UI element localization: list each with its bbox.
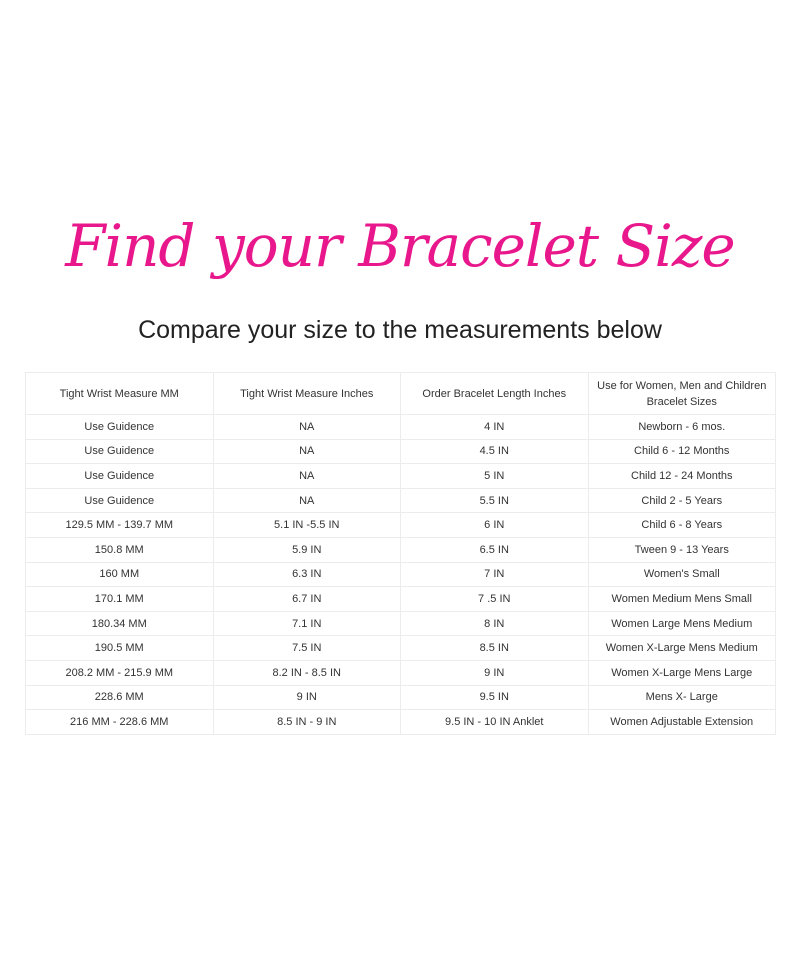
table-cell: 150.8 MM bbox=[25, 536, 214, 563]
table-cell: 190.5 MM bbox=[25, 635, 214, 661]
table-row: 150.8 MM 5.9 IN 6.5 IN Tween 9 - 13 Years bbox=[25, 536, 776, 563]
table-cell: Newborn - 6 mos. bbox=[587, 414, 776, 440]
column-header: Order Bracelet Length Inches bbox=[400, 372, 589, 415]
table-cell: Women Large Mens Medium bbox=[587, 610, 776, 637]
table-row: 160 MM 6.3 IN 7 IN Women's Small bbox=[25, 561, 776, 588]
table-cell: 5.9 IN bbox=[212, 536, 401, 563]
table-cell: 129.5 MM - 139.7 MM bbox=[25, 512, 214, 538]
table-cell: Women X-Large Mens Large bbox=[587, 659, 776, 686]
table-cell: Mens X- Large bbox=[587, 684, 776, 711]
table-cell: 7.5 IN bbox=[212, 635, 401, 661]
table-cell: Women Adjustable Extension bbox=[587, 709, 776, 735]
table-cell: 9.5 IN bbox=[400, 684, 589, 711]
table-cell: Use Guidence bbox=[25, 487, 214, 514]
table-cell: 6.7 IN bbox=[212, 586, 401, 612]
column-header: Tight Wrist Measure MM bbox=[25, 372, 214, 415]
table-cell: 8.5 IN bbox=[400, 635, 589, 661]
table-cell: NA bbox=[212, 414, 401, 440]
table-cell: 5.5 IN bbox=[400, 487, 589, 514]
table-cell: 9 IN bbox=[212, 684, 401, 711]
page-subtitle: Compare your size to the measurements be… bbox=[138, 316, 662, 344]
table-row: 190.5 MM 7.5 IN 8.5 IN Women X-Large Mens M… bbox=[25, 635, 776, 661]
table-cell: NA bbox=[212, 438, 401, 465]
table-row: 180.34 MM 7.1 IN 8 IN Women Large Mens Medi… bbox=[25, 610, 776, 637]
table-cell: 6.5 IN bbox=[400, 536, 589, 563]
table-row: Use Guidence NA 4.5 IN Child 6 - 12 Months bbox=[25, 438, 776, 465]
column-header: Tight Wrist Measure Inches bbox=[212, 372, 401, 415]
table-cell: Use Guidence bbox=[25, 463, 214, 489]
table-cell: Child 6 - 12 Months bbox=[587, 438, 776, 465]
table-cell: 8.2 IN - 8.5 IN bbox=[212, 659, 401, 686]
table-row: 170.1 MM 6.7 IN 7 .5 IN Women Medium Mens S… bbox=[25, 586, 776, 612]
table-cell: 180.34 MM bbox=[25, 610, 214, 637]
table-cell: 228.6 MM bbox=[25, 684, 214, 711]
table-cell: Women X-Large Mens Medium bbox=[587, 635, 776, 661]
table-row: 129.5 MM - 139.7 MM 5.1 IN -5.5 IN 6 IN Chi… bbox=[25, 512, 776, 538]
table-cell: 208.2 MM - 215.9 MM bbox=[25, 659, 214, 686]
table-cell: 6.3 IN bbox=[212, 561, 401, 588]
table-row: Use Guidence NA 5 IN Child 12 - 24 Months bbox=[25, 463, 776, 489]
table-row: Use Guidence NA 5.5 IN Child 2 - 5 Years bbox=[25, 487, 776, 514]
table-cell: 8.5 IN - 9 IN bbox=[212, 709, 401, 735]
page-title: Find your Bracelet Size bbox=[65, 212, 735, 280]
table-row: Use Guidence NA 4 IN Newborn - 6 mos. bbox=[25, 414, 776, 440]
table-cell: NA bbox=[212, 463, 401, 489]
table-cell: 160 MM bbox=[25, 561, 214, 588]
table-cell: Child 2 - 5 Years bbox=[587, 487, 776, 514]
table-cell: 7 .5 IN bbox=[400, 586, 589, 612]
table-cell: 4 IN bbox=[400, 414, 589, 440]
table-row: 216 MM - 228.6 MM 8.5 IN - 9 IN 9.5 IN - 1… bbox=[25, 709, 776, 735]
table-cell: Women's Small bbox=[587, 561, 776, 588]
table-header-row: Tight Wrist Measure MM Tight Wrist Measur… bbox=[25, 372, 776, 415]
table-row: 228.6 MM 9 IN 9.5 IN Mens X- Large bbox=[25, 684, 776, 711]
table-cell: 170.1 MM bbox=[25, 586, 214, 612]
table-cell: NA bbox=[212, 487, 401, 514]
table-cell: 4.5 IN bbox=[400, 438, 589, 465]
table-cell: 9.5 IN - 10 IN Anklet bbox=[400, 709, 589, 735]
table-cell: 5.1 IN -5.5 IN bbox=[212, 512, 401, 538]
column-header: Use for Women, Men and Children Bracelet… bbox=[587, 372, 776, 415]
table-cell: 6 IN bbox=[400, 512, 589, 538]
table-row: 208.2 MM - 215.9 MM 8.2 IN - 8.5 IN 9 IN Wo… bbox=[25, 659, 776, 686]
table-cell: 216 MM - 228.6 MM bbox=[25, 709, 214, 735]
table-cell: 5 IN bbox=[400, 463, 589, 489]
table-cell: 8 IN bbox=[400, 610, 589, 637]
table-cell: 7.1 IN bbox=[212, 610, 401, 637]
table-cell: Use Guidence bbox=[25, 438, 214, 465]
table-cell: Child 12 - 24 Months bbox=[587, 463, 776, 489]
table-cell: 7 IN bbox=[400, 561, 589, 588]
table-cell: Women Medium Mens Small bbox=[587, 586, 776, 612]
table-cell: Tween 9 - 13 Years bbox=[587, 536, 776, 563]
size-chart-table: Tight Wrist Measure MM Tight Wrist Measur… bbox=[25, 372, 776, 735]
table-cell: 9 IN bbox=[400, 659, 589, 686]
table-cell: Use Guidence bbox=[25, 414, 214, 440]
table-cell: Child 6 - 8 Years bbox=[587, 512, 776, 538]
